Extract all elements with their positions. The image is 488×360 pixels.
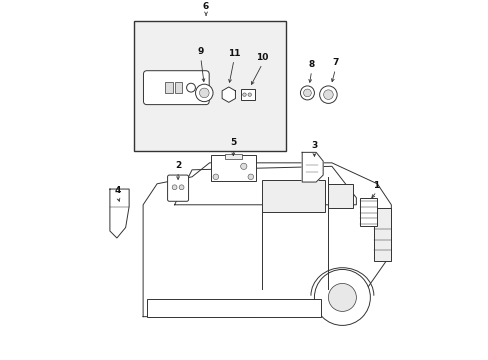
Polygon shape bbox=[143, 163, 390, 317]
Text: 1: 1 bbox=[373, 181, 379, 190]
Circle shape bbox=[300, 86, 314, 100]
Bar bbox=[134, 21, 286, 150]
Polygon shape bbox=[302, 152, 323, 182]
Circle shape bbox=[172, 185, 177, 190]
Bar bbox=[175, 82, 182, 93]
Text: 7: 7 bbox=[331, 58, 338, 67]
Text: 5: 5 bbox=[230, 138, 236, 147]
Circle shape bbox=[240, 163, 246, 170]
Text: 8: 8 bbox=[308, 60, 314, 69]
Circle shape bbox=[195, 84, 213, 102]
Circle shape bbox=[186, 83, 195, 92]
Circle shape bbox=[242, 93, 246, 96]
Circle shape bbox=[303, 89, 311, 97]
Circle shape bbox=[199, 88, 209, 98]
Text: 10: 10 bbox=[256, 53, 268, 62]
Circle shape bbox=[247, 174, 253, 180]
Bar bbox=[224, 154, 242, 159]
Bar bbox=[210, 155, 256, 181]
Circle shape bbox=[314, 270, 369, 325]
Polygon shape bbox=[222, 87, 235, 102]
Bar bbox=[241, 89, 254, 100]
Bar bbox=[146, 299, 321, 317]
Bar bbox=[165, 82, 172, 93]
Circle shape bbox=[323, 90, 332, 99]
Circle shape bbox=[328, 283, 356, 311]
Text: 9: 9 bbox=[197, 47, 203, 56]
Circle shape bbox=[247, 93, 251, 96]
Bar bbox=[373, 208, 390, 261]
Bar bbox=[328, 184, 352, 208]
Text: 6: 6 bbox=[203, 2, 209, 11]
FancyBboxPatch shape bbox=[167, 175, 188, 201]
Bar bbox=[359, 198, 377, 226]
FancyBboxPatch shape bbox=[143, 71, 209, 105]
Circle shape bbox=[213, 174, 218, 180]
Text: 11: 11 bbox=[227, 49, 240, 58]
Circle shape bbox=[179, 185, 183, 190]
Bar bbox=[262, 180, 324, 212]
Text: 3: 3 bbox=[311, 140, 317, 149]
Circle shape bbox=[319, 86, 336, 103]
Text: 4: 4 bbox=[115, 186, 121, 195]
Polygon shape bbox=[110, 189, 129, 238]
Text: 2: 2 bbox=[175, 161, 181, 170]
